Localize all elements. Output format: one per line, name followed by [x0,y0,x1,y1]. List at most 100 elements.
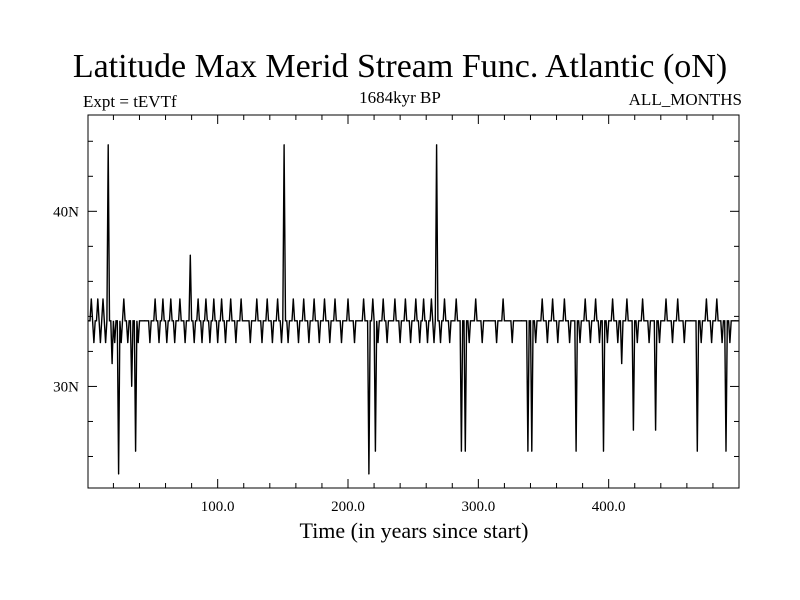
tick-labels: 100.0 200.0 300.0 400.0 30N 40N [53,204,625,515]
data-point [658,342,661,344]
data-point [626,298,628,300]
data-point [648,342,650,344]
axis-ticks [88,115,739,488]
data-point [419,342,421,344]
data-point [266,298,268,300]
data-point [617,342,619,344]
data-point [123,298,125,300]
data-point [340,342,343,344]
data-point [700,342,702,344]
data-point [426,342,429,344]
data-point [308,342,310,344]
plot-frame [87,114,740,489]
data-point [170,298,172,300]
data-point [386,342,388,344]
data-point [468,342,470,344]
y-tick-label: 30N [53,379,79,395]
data-point [137,342,139,344]
data-point [488,320,490,322]
data-point [711,342,713,344]
data-point [189,254,191,256]
data-point [372,298,374,300]
data-point [104,342,107,344]
data-point [721,342,723,344]
data-point [423,298,425,300]
data-point [705,298,708,300]
data-point [93,342,95,344]
data-point [90,298,92,300]
data-point [415,298,417,300]
data-point [197,298,199,300]
data-point [374,450,376,452]
data-point [729,342,731,344]
data-point [568,342,571,344]
data-point [323,298,326,300]
data-point [280,342,283,344]
data-point [131,385,133,388]
data-point [256,298,258,300]
data-point [725,450,727,452]
data-point [563,298,565,300]
data-point [303,298,305,300]
data-point [329,342,331,344]
data-point [696,450,698,452]
data-point [677,298,679,300]
chart-subtitle: 1684kyr BP [359,88,441,107]
data-point [502,298,504,300]
data-point [120,342,122,344]
data-point [334,298,336,300]
x-axis-label: Time (in years since start) [299,518,529,543]
data-point [460,450,462,452]
data-point [313,298,315,300]
data-point [144,320,146,322]
data-point [584,298,586,300]
series-layer [88,144,739,475]
data-point [520,320,522,322]
data-point [433,342,435,344]
data-point [230,298,232,300]
data-point [292,298,294,300]
data-point [430,298,433,300]
data-point [201,342,203,344]
data-point [224,342,227,344]
data-point [347,298,349,300]
data-point [404,298,406,300]
data-point [575,450,577,452]
data-point [541,298,543,300]
data-point [621,363,623,365]
data-point [598,342,601,344]
data-point [184,342,186,344]
data-point [552,298,554,300]
data-point [235,342,237,344]
data-point [134,450,137,452]
data-point [641,298,644,300]
data-point [287,342,289,344]
data-point [149,342,151,344]
data-point [205,298,207,300]
data-point [611,298,614,300]
data-point [102,298,104,300]
data-point [409,342,412,344]
data-point [154,298,156,300]
data-point [377,342,379,344]
data-point [394,298,396,300]
data-point [443,298,446,300]
data-point [495,342,498,344]
data-point [179,298,181,300]
data-point [277,298,279,300]
chart-title: Latitude Max Merid Stream Func. Atlantic… [72,48,728,85]
data-point [97,298,99,300]
data-point [439,342,442,344]
data-point [353,342,356,344]
data-point [683,342,685,344]
data-point [99,342,101,344]
data-point [249,342,251,344]
data-point [162,298,164,300]
data-point [546,342,549,344]
data-point [716,298,718,300]
x-tick-label: 300.0 [461,499,495,515]
data-point [174,342,176,344]
data-point [557,342,559,344]
experiment-label: Expt = tEVTf [83,92,177,111]
